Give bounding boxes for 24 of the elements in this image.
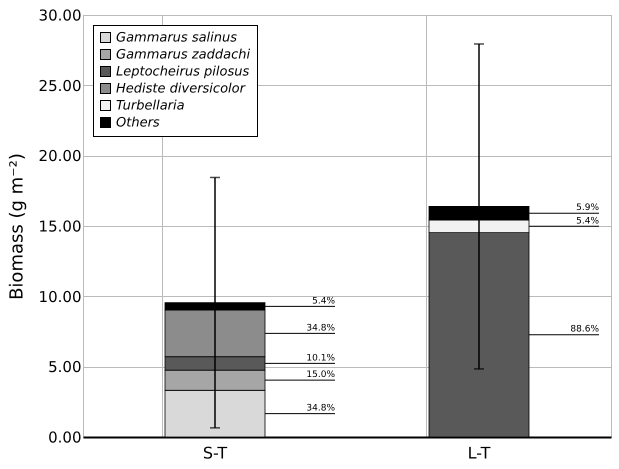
- legend-label: Hediste diversicolor: [116, 82, 247, 96]
- x-tick-label: S-T: [202, 444, 228, 462]
- annotation: 15.0%: [306, 370, 336, 380]
- annotation: 10.1%: [306, 353, 336, 364]
- legend-label: Turbellaria: [116, 98, 185, 114]
- annotation: 5.9%: [576, 203, 600, 214]
- annotation: 34.8%: [306, 404, 336, 414]
- legend-label: Gammarus zaddachi: [116, 48, 250, 62]
- annotation: 5.4%: [312, 296, 336, 306]
- y-tick-label: 10.00: [38, 288, 82, 306]
- y-tick-label: 0.00: [48, 428, 82, 446]
- annotation: 34.8%: [306, 323, 336, 334]
- annotation: 88.6%: [570, 324, 600, 335]
- x-tick-label: L-T: [468, 444, 491, 462]
- y-tick-label: 5.00: [48, 358, 82, 376]
- y-tick-label: 20.00: [38, 147, 82, 166]
- legend-label: Others: [116, 116, 160, 130]
- legend-label: Leptocheirus pilosus: [116, 64, 250, 80]
- y-axis-title: Biomass (g m⁻²): [6, 153, 28, 300]
- legend-label: Gammarus salinus: [116, 30, 238, 46]
- y-tick-label: 30.00: [38, 6, 82, 24]
- y-tick-label: 15.00: [38, 218, 82, 236]
- y-tick-label: 25.00: [38, 76, 82, 95]
- annotation: 5.4%: [576, 216, 600, 226]
